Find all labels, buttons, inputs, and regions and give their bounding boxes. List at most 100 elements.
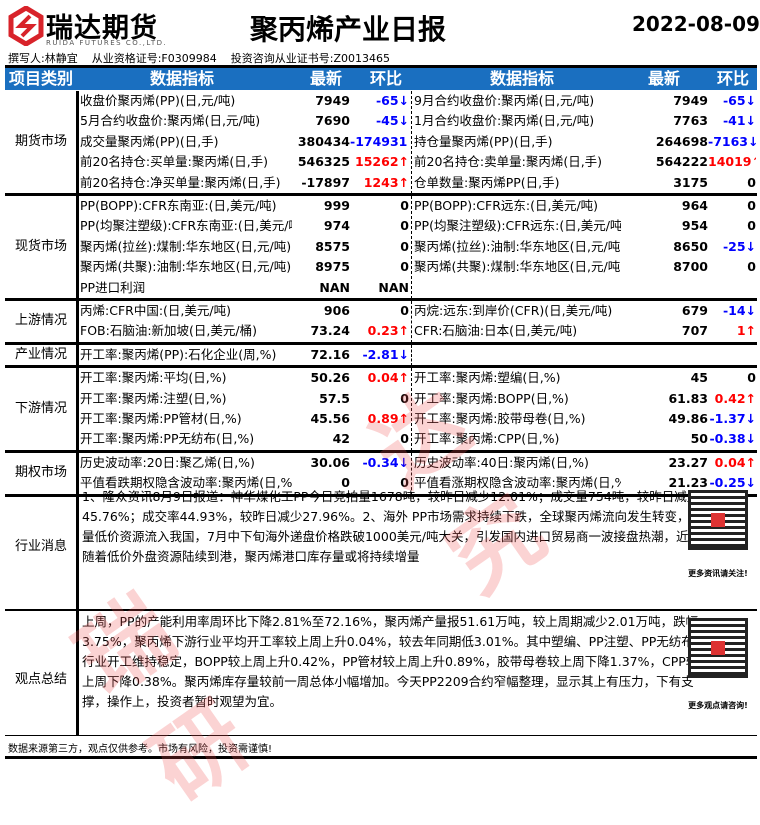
latest-value: 50.26 [310, 370, 350, 386]
divider [76, 91, 79, 194]
indicator-name: 成交量聚丙烯(PP)(日,手) [80, 133, 219, 149]
indicator-name: 平值看涨期权隐含波动率:聚丙烯(日,%) [414, 475, 621, 491]
indicator-name: 历史波动率:20日:聚乙烯(日,%) [80, 454, 255, 470]
latest-value: 45.56 [310, 411, 350, 426]
advisory-number: 投资咨询从业证书号:Z0013465 [230, 52, 390, 65]
change-value: -0.25↓ [709, 475, 756, 491]
indicator-name: 开工率:聚丙烯:注塑(日,%) [80, 390, 227, 406]
latest-value: 21.23 [668, 475, 708, 491]
indicator-name: 9月合约收盘价:聚丙烯(日,元/吨) [414, 93, 595, 108]
col-latest-left: 最新 [310, 69, 343, 88]
change-value: -65↓ [722, 93, 756, 108]
indicator-name: PP(均聚注塑级):CFR远东:(日,美元/吨) [414, 218, 621, 234]
change-value: 0.42↑ [714, 390, 756, 406]
change-value: -2.81↓ [362, 346, 409, 362]
change-value [708, 278, 756, 298]
change-value: 15262↑ [355, 154, 409, 170]
divider [76, 344, 79, 367]
change-value: 0 [747, 370, 756, 386]
change-value: 0 [400, 259, 409, 275]
news-qr-caption: 更多资讯请关注! [688, 569, 748, 578]
change-value: -25↓ [722, 238, 756, 254]
views-qr-caption: 更多观点请咨询! [688, 701, 748, 710]
change-value: 0 [747, 174, 756, 190]
change-value: 0.04↑ [367, 370, 409, 386]
change-value: 0 [400, 198, 409, 213]
change-value: 0 [400, 303, 409, 318]
latest-value: 42 [332, 431, 350, 447]
indicator-name: 历史波动率:40日:聚丙烯(日,%) [414, 454, 589, 470]
latest-value: 7949 [673, 93, 708, 108]
table-header: 项目类别 数据指标 最新 环比 数据指标 最新 环比 [5, 68, 757, 90]
latest-value: 999 [323, 198, 350, 213]
indicator-name: 前20名持仓:买单量:聚丙烯(日,手) [80, 154, 269, 170]
news-category: 行业消息 [14, 539, 67, 554]
latest-value: -17897 [301, 174, 350, 190]
divider [5, 65, 757, 68]
indicator-name: 开工率:聚丙烯:PP无纺布(日,%) [80, 431, 255, 447]
logo-subtext: RUIDA FUTURES CO.,LTD. [46, 39, 168, 47]
indicator-name [414, 345, 621, 365]
indicator-name: 平值看跌期权隐含波动率:聚丙烯(日,%) [80, 475, 292, 491]
change-value: -0.34↓ [362, 454, 409, 470]
indicator-name: 仓单数量:聚丙烯PP(日,手) [414, 174, 560, 190]
indicator-name: 持仓量聚丙烯(PP)(日,手) [414, 133, 553, 149]
category-label: 上游情况 [14, 313, 67, 329]
divider [411, 301, 412, 343]
indicator-name: 丙烷:远东:到岸价(CFR)(日,美元/吨) [414, 303, 613, 318]
change-value: -65↓ [375, 93, 409, 108]
category-label: 产业情况 [14, 347, 67, 362]
latest-value: 73.24 [310, 323, 350, 339]
indicator-name: 5月合约收盘价:聚丙烯(日,元/吨) [80, 113, 261, 129]
latest-value: 974 [323, 218, 350, 234]
latest-value: 45 [690, 370, 708, 386]
divider [5, 493, 757, 497]
indicator-name: 开工率:聚丙烯:平均(日,%) [80, 370, 227, 386]
category-label: 期货市场 [14, 134, 67, 149]
indicator-name: 丙烯:CFR中国:(日,美元/吨) [80, 303, 231, 318]
change-value: 1↑ [736, 323, 756, 339]
indicator-name: 开工率:聚丙烯:塑编(日,%) [414, 370, 561, 386]
latest-value: 57.5 [319, 390, 350, 406]
change-value: 0 [747, 259, 756, 275]
latest-value: 679 [681, 303, 708, 318]
ruida-logo-icon [8, 6, 44, 46]
author-line: 撰写人:林静宜 从业资格证号:F0309984 投资咨询从业证书号:Z0013465 [8, 50, 404, 66]
indicator-name: CFR:石脑油:日本(日,美元/吨) [414, 323, 578, 339]
col-latest-right: 最新 [648, 69, 681, 88]
news-text: 1、隆众资讯8月9日报道：神华煤化工PP今日竞拍量1678吨，较昨日减少12.0… [82, 489, 702, 564]
indicator-name: 聚丙烯(共聚):煤制:华东地区(日,元/吨) [414, 259, 621, 275]
change-value: 14019↑ [708, 154, 756, 170]
latest-value: 8975 [315, 259, 350, 275]
divider [5, 449, 757, 453]
indicator-name: 前20名持仓:卖单量:聚丙烯(日,手) [414, 154, 603, 170]
col-indicator-left: 数据指标 [150, 69, 215, 88]
indicator-name: PP(均聚注塑级):CFR东南亚:(日,美元/吨) [80, 218, 292, 234]
change-value: 0 [400, 431, 409, 447]
latest-value: 50 [690, 431, 708, 447]
latest-value: 72.16 [310, 346, 350, 362]
latest-value: 546325 [297, 154, 350, 170]
change-value: 0 [400, 238, 409, 254]
indicator-name: 聚丙烯(拉丝):油制:华东地区(日,元/吨) [414, 238, 621, 254]
change-value: -0.38↓ [709, 431, 756, 447]
latest-value: 906 [323, 303, 350, 318]
col-category: 项目类别 [9, 69, 74, 88]
change-value: 1243↑ [363, 174, 409, 190]
indicator-name: 前20名持仓:净买单量:聚丙烯(日,手) [80, 174, 281, 190]
change-value [708, 345, 756, 365]
change-value: 0 [400, 218, 409, 234]
divider [411, 344, 412, 367]
change-value: -45↓ [375, 113, 409, 129]
latest-value: 964 [681, 198, 708, 213]
latest-value: NAN [319, 279, 350, 295]
indicator-name: 收盘价聚丙烯(PP)(日,元/吨) [80, 93, 236, 108]
change-value: -174931↓ [350, 133, 409, 149]
divider [411, 452, 412, 495]
category-label: 期权市场 [14, 465, 67, 481]
indicator-name: FOB:石脑油:新加坡(日,美元/桶) [80, 323, 257, 339]
change-value: 0 [400, 475, 409, 491]
divider [5, 756, 757, 759]
indicator-name: 1月合约收盘价:聚丙烯(日,元/吨) [414, 113, 595, 129]
indicator-name: PP(BOPP):CFR东南亚:(日,美元/吨) [80, 198, 277, 213]
